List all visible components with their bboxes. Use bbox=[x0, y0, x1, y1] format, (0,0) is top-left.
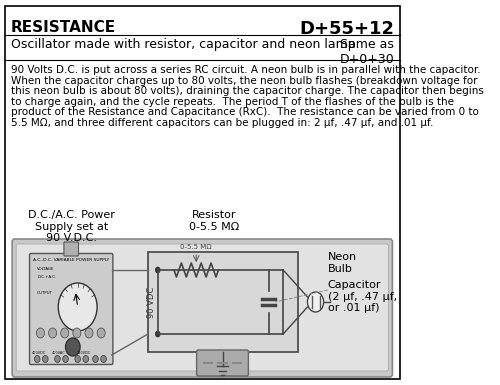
Circle shape bbox=[34, 355, 40, 363]
Text: 0-5.5 MΩ: 0-5.5 MΩ bbox=[180, 244, 212, 250]
Text: 400VDC: 400VDC bbox=[32, 351, 46, 355]
Circle shape bbox=[156, 331, 160, 337]
Text: 5.5 MΩ, and three different capacitors can be plugged in: 2 μf, .47 μf, and .01 : 5.5 MΩ, and three different capacitors c… bbox=[10, 117, 433, 127]
Text: 90 VDC: 90 VDC bbox=[147, 286, 156, 318]
Bar bbox=[148, 252, 298, 352]
Circle shape bbox=[58, 283, 97, 331]
Text: OUTPUT: OUTPUT bbox=[37, 291, 53, 295]
Text: D+55+12: D+55+12 bbox=[299, 20, 394, 38]
Text: Capacitor
(2 μf, .47 μf,
or .01 μf): Capacitor (2 μf, .47 μf, or .01 μf) bbox=[328, 280, 397, 313]
Text: 120VDC: 120VDC bbox=[76, 351, 90, 355]
Circle shape bbox=[308, 292, 324, 312]
Text: Neon
Bulb: Neon Bulb bbox=[328, 252, 357, 274]
FancyBboxPatch shape bbox=[16, 244, 388, 371]
FancyBboxPatch shape bbox=[12, 239, 392, 377]
Circle shape bbox=[97, 328, 105, 338]
Circle shape bbox=[60, 328, 69, 338]
FancyBboxPatch shape bbox=[196, 350, 248, 376]
Text: 400VAC: 400VAC bbox=[52, 351, 66, 355]
Text: D.C.+A.C.: D.C.+A.C. bbox=[37, 275, 56, 279]
Circle shape bbox=[48, 328, 56, 338]
Circle shape bbox=[54, 355, 60, 363]
Text: RESISTANCE: RESISTANCE bbox=[10, 20, 116, 35]
Text: When the capacitor charges up to 80 volts, the neon bulb flashes (breakdown volt: When the capacitor charges up to 80 volt… bbox=[10, 75, 477, 85]
Circle shape bbox=[85, 328, 93, 338]
FancyBboxPatch shape bbox=[64, 242, 78, 256]
Circle shape bbox=[36, 328, 44, 338]
Text: D.C./A.C. Power
Supply set at
90 V.D.C.: D.C./A.C. Power Supply set at 90 V.D.C. bbox=[28, 210, 115, 243]
Text: Same as
D+0+30: Same as D+0+30 bbox=[340, 38, 394, 66]
Text: to charge again, and the cycle repeats.  The period T of the flashes of the bulb: to charge again, and the cycle repeats. … bbox=[10, 97, 454, 107]
Circle shape bbox=[62, 355, 68, 363]
Circle shape bbox=[42, 355, 48, 363]
Text: 90 Volts D.C. is put across a series RC circuit. A neon bulb is in parallel with: 90 Volts D.C. is put across a series RC … bbox=[10, 65, 480, 75]
Text: VOLTAGE: VOLTAGE bbox=[37, 267, 54, 271]
Circle shape bbox=[66, 338, 80, 356]
Circle shape bbox=[75, 355, 80, 363]
Text: Oscillator made with resistor, capacitor and neon lamp.: Oscillator made with resistor, capacitor… bbox=[10, 38, 359, 51]
Circle shape bbox=[83, 355, 88, 363]
Circle shape bbox=[156, 267, 160, 273]
Circle shape bbox=[73, 328, 81, 338]
Text: A.C.-D.C. VARIABLE POWER SUPPLY: A.C.-D.C. VARIABLE POWER SUPPLY bbox=[33, 258, 110, 262]
Circle shape bbox=[100, 355, 106, 363]
Text: this neon bulb is about 80 volts), draining the capacitor charge. The capacitor : this neon bulb is about 80 volts), drain… bbox=[10, 86, 484, 96]
Circle shape bbox=[92, 355, 98, 363]
FancyBboxPatch shape bbox=[30, 253, 113, 365]
Text: Resistor
0-5.5 MΩ: Resistor 0-5.5 MΩ bbox=[190, 210, 240, 232]
Text: product of the Resistance and Capacitance (RxC).  The resistance can be varied f: product of the Resistance and Capacitanc… bbox=[10, 107, 478, 117]
